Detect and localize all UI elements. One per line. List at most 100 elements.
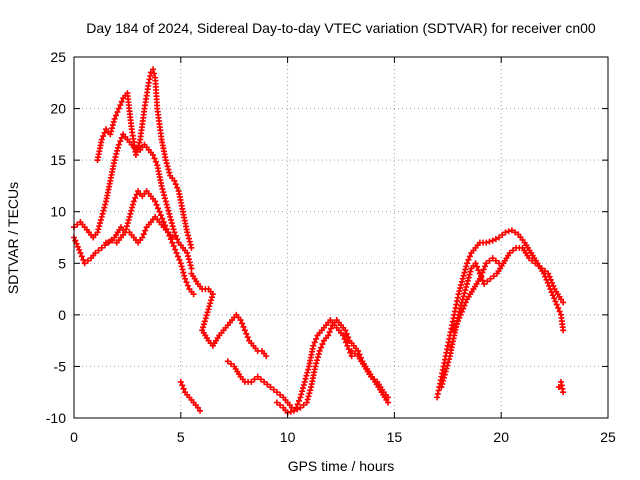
data-point xyxy=(453,321,460,328)
data-point xyxy=(169,223,176,230)
data-point xyxy=(203,312,210,319)
data-point xyxy=(163,201,170,208)
data-point xyxy=(224,358,231,365)
data-point xyxy=(446,356,453,363)
data-point xyxy=(108,128,115,135)
data-point xyxy=(458,308,465,315)
data-point xyxy=(328,325,335,332)
y-tick-label: 10 xyxy=(50,204,66,220)
data-point xyxy=(457,285,464,292)
data-point xyxy=(384,394,391,401)
data-point xyxy=(197,407,204,414)
data-point xyxy=(153,201,160,208)
data-point xyxy=(452,324,459,331)
data-point xyxy=(171,229,178,236)
data-point xyxy=(162,198,169,205)
data-point xyxy=(124,220,131,227)
data-point xyxy=(549,292,556,299)
data-point xyxy=(466,253,473,260)
data-point xyxy=(558,296,565,303)
data-point xyxy=(267,384,274,391)
x-tick-label: 10 xyxy=(280,429,296,445)
data-point xyxy=(159,215,166,222)
data-point xyxy=(344,342,351,349)
data-point xyxy=(440,377,447,384)
data-point xyxy=(99,210,106,217)
data-point xyxy=(484,278,491,285)
data-point xyxy=(512,229,519,236)
data-point xyxy=(188,244,195,251)
data-point xyxy=(202,315,209,322)
data-point xyxy=(158,182,165,189)
data-point xyxy=(305,366,312,373)
data-point xyxy=(107,131,114,138)
data-point xyxy=(316,347,323,354)
y-axis-label: SDTVAR / TECUs xyxy=(5,182,21,294)
x-tick-label: 0 xyxy=(70,429,78,445)
data-point xyxy=(343,330,350,337)
data-point xyxy=(151,155,158,162)
data-point xyxy=(170,243,177,250)
data-point xyxy=(481,280,488,287)
data-point xyxy=(179,266,186,273)
data-point xyxy=(441,371,448,378)
data-point xyxy=(161,195,168,202)
data-point xyxy=(95,247,102,254)
data-point xyxy=(299,388,306,395)
series-trace-d xyxy=(103,213,176,246)
data-point xyxy=(134,145,141,152)
data-point xyxy=(444,362,451,369)
data-point xyxy=(209,291,216,298)
series-trace-i xyxy=(348,347,391,401)
data-point xyxy=(351,350,358,357)
data-point xyxy=(169,234,176,241)
data-point xyxy=(109,125,116,132)
data-point xyxy=(489,237,496,244)
data-point xyxy=(342,339,349,346)
data-point xyxy=(496,260,503,267)
y-tick-label: 5 xyxy=(58,255,66,271)
data-point xyxy=(459,275,466,282)
data-point xyxy=(200,321,207,328)
data-point xyxy=(273,389,280,396)
data-point xyxy=(142,227,149,234)
data-point xyxy=(140,231,147,238)
data-point xyxy=(126,213,133,220)
data-point xyxy=(129,204,136,211)
data-point xyxy=(185,235,192,242)
data-point xyxy=(205,306,212,313)
data-point xyxy=(94,229,101,236)
series-trace-e xyxy=(177,378,204,414)
data-point xyxy=(115,141,122,148)
chart-title: Day 184 of 2024, Sidereal Day-to-day VTE… xyxy=(86,20,596,36)
plot-frame xyxy=(73,56,609,419)
data-point xyxy=(467,268,474,275)
data-point xyxy=(130,198,137,205)
data-point xyxy=(456,314,463,321)
data-point xyxy=(254,373,261,380)
data-point xyxy=(480,266,487,273)
data-point xyxy=(114,147,121,154)
series-trace-m xyxy=(555,378,567,396)
data-point xyxy=(78,253,85,260)
data-point xyxy=(159,186,166,193)
data-point xyxy=(277,391,284,398)
data-point xyxy=(541,268,548,275)
data-point xyxy=(355,347,362,354)
y-tick-label: 20 xyxy=(50,101,66,117)
data-point xyxy=(201,318,208,325)
data-point xyxy=(76,246,83,253)
data-point xyxy=(490,273,497,280)
series-trace-f xyxy=(188,270,270,360)
data-point xyxy=(176,256,183,263)
data-point xyxy=(77,249,84,256)
data-point xyxy=(115,105,122,112)
data-point xyxy=(174,236,181,243)
data-point xyxy=(291,407,298,414)
data-point xyxy=(326,329,333,336)
data-point xyxy=(461,302,468,309)
data-point xyxy=(171,177,178,184)
data-point xyxy=(110,118,117,125)
data-point xyxy=(348,353,355,360)
data-point xyxy=(127,210,134,217)
